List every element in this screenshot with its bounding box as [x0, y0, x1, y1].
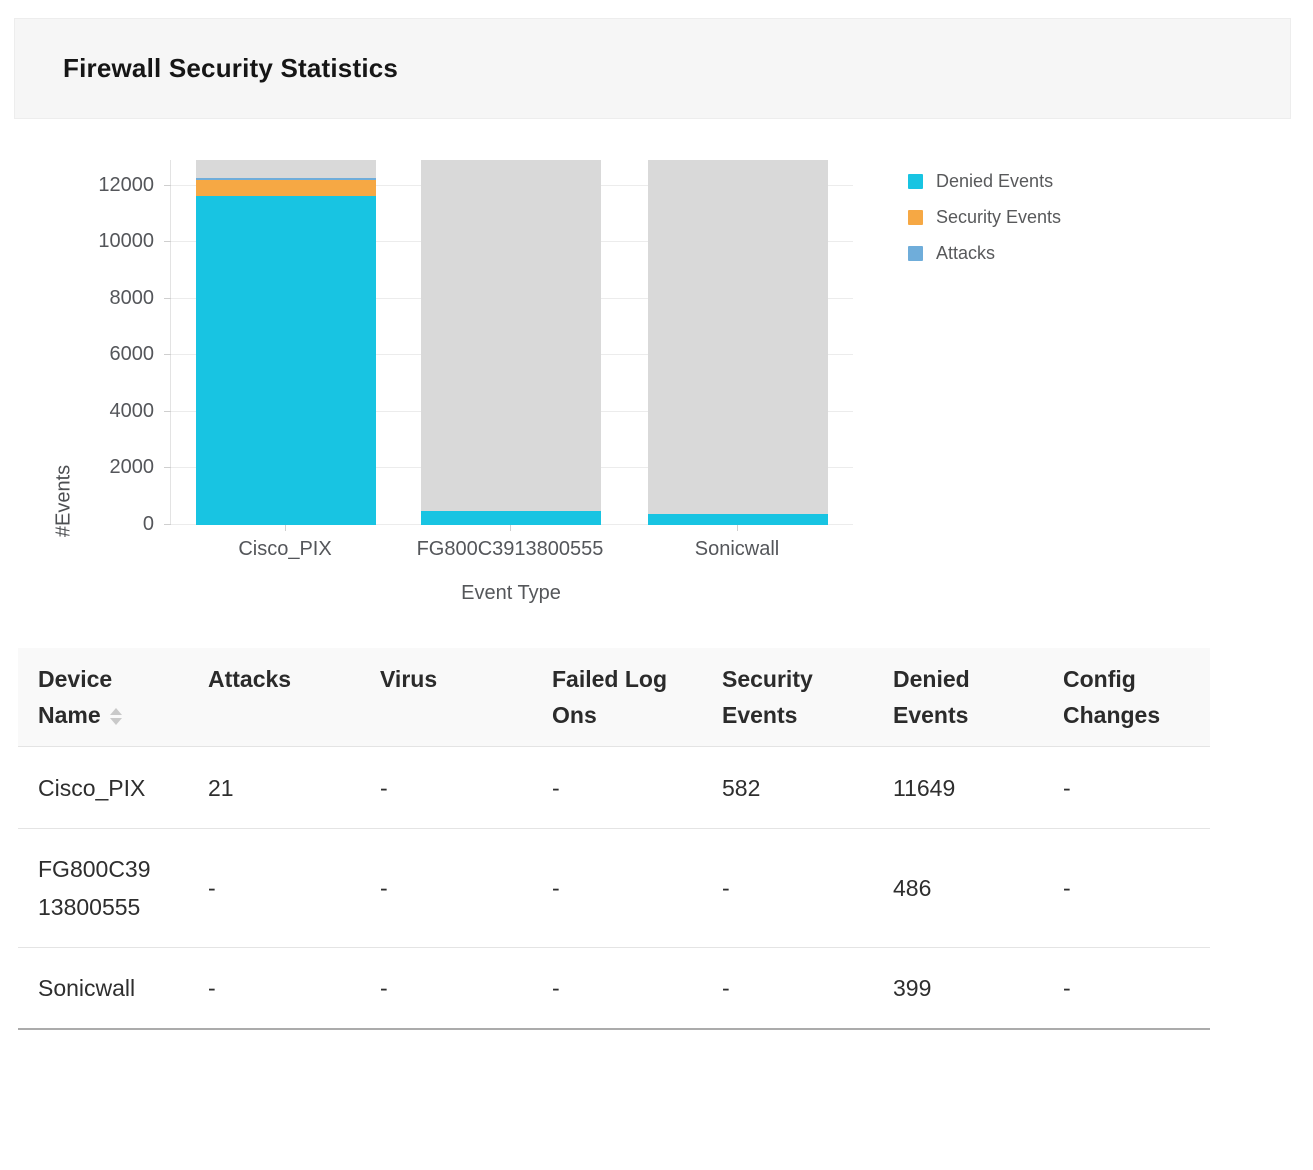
legend-item-denied-events[interactable]: Denied Events — [908, 171, 1061, 192]
cell-failed-log-ons: - — [552, 875, 560, 901]
y-axis-tick — [164, 184, 171, 186]
widget-header: Firewall Security Statistics — [14, 18, 1291, 119]
y-axis-tick — [164, 241, 171, 243]
cell-virus: - — [380, 774, 388, 801]
bar-segment-attacks[interactable] — [196, 178, 376, 180]
column-header-label: Config Changes — [1063, 666, 1161, 728]
x-axis-tick — [737, 525, 738, 531]
cell-failed-log-ons: - — [552, 774, 560, 801]
table-body: Cisco_PIX 21 - - 582 11649 - FG800C39 13800555 -… — [18, 747, 1210, 1030]
x-axis-title: Event Type — [461, 582, 561, 604]
cell-config-changes: - — [1063, 774, 1071, 801]
sort-icon[interactable] — [109, 708, 122, 726]
bar-segment-security-events[interactable] — [196, 180, 376, 196]
cell-config-changes: - — [1063, 875, 1071, 901]
column-header-config-changes: Config Changes — [1043, 661, 1210, 733]
cell-denied-events: 399 — [893, 975, 932, 1001]
table-row: Sonicwall - - - - 399 - — [18, 948, 1210, 1030]
x-category-label: FG800C3913800555 — [416, 538, 604, 560]
cell-security-events: - — [722, 975, 730, 1001]
cell-failed-log-ons: - — [552, 975, 560, 1001]
chart-legend: Denied Events Security Events Attacks — [908, 171, 1061, 279]
bar-Sonicwall[interactable] — [648, 160, 828, 525]
column-header-label: Denied Events — [893, 666, 970, 728]
y-axis-tick-label: 6000 — [109, 343, 155, 366]
y-axis-tick-label: 4000 — [109, 399, 155, 422]
legend-label: Attacks — [936, 243, 996, 263]
y-axis-tick — [164, 297, 171, 299]
cell-device-name: Cisco_PIX — [38, 774, 146, 801]
cell-virus: - — [380, 875, 388, 901]
column-header-label: Device Name — [38, 661, 160, 733]
legend-item-attacks[interactable]: Attacks — [908, 243, 1061, 264]
stacked-bar-chart: #Events Event Type Denied Events Security… — [0, 120, 1313, 630]
legend-swatch-icon — [908, 210, 923, 225]
y-axis-tick — [164, 467, 171, 469]
cell-virus: - — [380, 975, 388, 1001]
cell-attacks: 21 — [208, 774, 234, 801]
cell-security-events: - — [722, 875, 730, 901]
column-header-denied-events: Denied Events — [873, 661, 1043, 733]
legend-swatch-icon — [908, 174, 923, 189]
statistics-table: Device Name Attacks Virus Failed Log Ons Sec… — [18, 648, 1210, 1030]
y-axis-tick-label: 12000 — [98, 173, 154, 196]
bar-Cisco_PIX[interactable] — [196, 160, 376, 525]
cell-device-name: Sonicwall — [38, 975, 136, 1001]
y-axis-tick-label: 10000 — [98, 230, 154, 253]
bar-segment-denied-events[interactable] — [196, 196, 376, 525]
plot-area — [170, 160, 853, 525]
cell-attacks: - — [208, 975, 216, 1001]
x-category-label: Cisco_PIX — [238, 538, 332, 560]
bar-FG800C3913800555[interactable] — [421, 160, 601, 525]
table-row: FG800C39 13800555 - - - - 486 - — [18, 829, 1210, 948]
cell-security-events: 582 — [722, 774, 761, 801]
cell-denied-events: 486 — [893, 875, 932, 901]
y-axis-tick-label: 2000 — [109, 456, 155, 479]
column-header-label: Virus — [380, 666, 438, 692]
legend-item-security-events[interactable]: Security Events — [908, 207, 1061, 228]
y-axis-tick — [164, 410, 171, 412]
cell-denied-events: 11649 — [893, 774, 956, 801]
bar-segment-denied-events[interactable] — [648, 514, 828, 525]
widget-title: Firewall Security Statistics — [63, 53, 399, 83]
x-axis-tick — [510, 525, 511, 531]
column-header-failed-log-ons: Failed Log Ons — [532, 661, 702, 733]
column-header-label: Failed Log Ons — [552, 666, 667, 728]
y-axis-tick-label: 0 — [142, 513, 154, 535]
table-header-row: Device Name Attacks Virus Failed Log Ons Sec… — [18, 648, 1210, 747]
column-header-device-name[interactable]: Device Name — [18, 661, 188, 733]
bar-segment-denied-events[interactable] — [421, 511, 601, 525]
column-header-label: Attacks — [208, 666, 292, 692]
y-axis-tick — [164, 524, 171, 525]
column-header-attacks: Attacks — [188, 661, 360, 697]
cell-attacks: - — [208, 875, 216, 901]
y-axis-tick-label: 8000 — [109, 286, 155, 309]
legend-label: Denied Events — [936, 171, 1054, 191]
x-category-label: Sonicwall — [694, 538, 780, 560]
cell-config-changes: - — [1063, 975, 1071, 1001]
legend-swatch-icon — [908, 246, 923, 261]
y-axis-tick — [164, 354, 171, 356]
column-header-virus: Virus — [360, 661, 532, 697]
cell-device-name: FG800C39 13800555 — [38, 856, 151, 920]
x-axis-tick — [285, 525, 286, 531]
legend-label: Security Events — [936, 207, 1062, 227]
table-row: Cisco_PIX 21 - - 582 11649 - — [18, 747, 1210, 829]
column-header-label: Security Events — [722, 666, 813, 728]
column-header-security-events: Security Events — [702, 661, 873, 733]
